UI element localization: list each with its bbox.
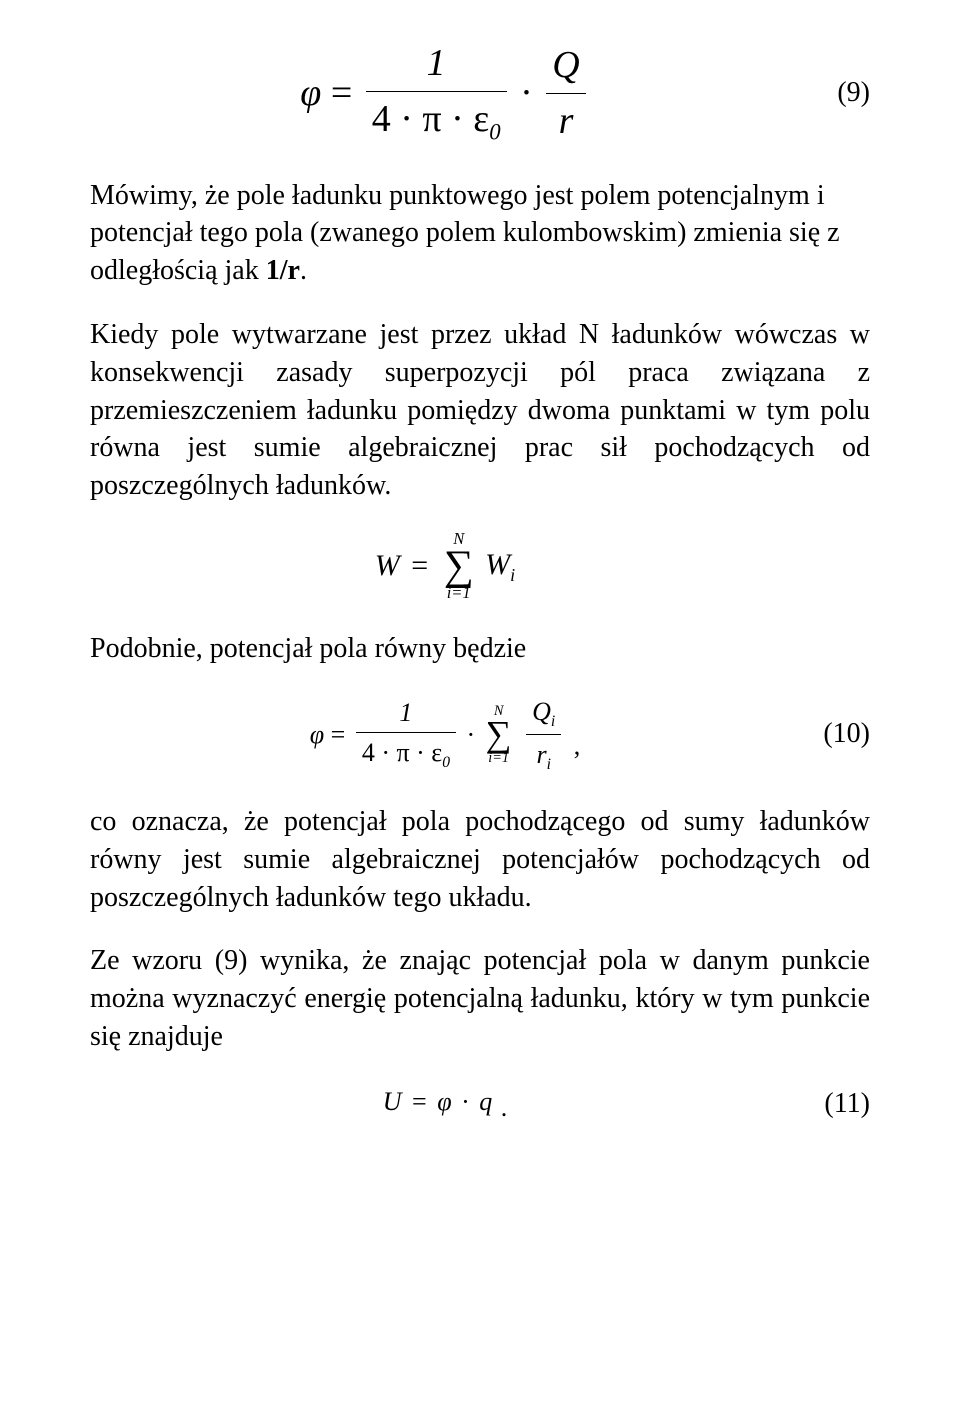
equation-10-label: (10) [800,715,870,753]
paragraph-5: Ze wzoru (9) wynika, że znając potencjał… [90,942,870,1055]
eq9-frac2-den: r [546,94,585,147]
eq9-frac1-num: 1 [366,38,507,92]
equation-11-row: U = φ · q . (11) [90,1082,870,1125]
equation-W-row: W = N ∑ i=1 Wi [90,531,870,602]
eq10-frac1-den-sub: 0 [442,754,450,771]
eq11-rhs1: φ [437,1084,451,1119]
eq10-trail: , [574,731,581,760]
eq10-frac2-den: ri [526,735,561,775]
eqW-equals: = [411,546,428,587]
paragraph-1-b: 1/r [266,255,300,286]
eq11-equals: = [412,1084,427,1119]
equation-W: W = N ∑ i=1 Wi [90,531,800,602]
paragraph-3: Podobnie, potencjał pola równy będzie [90,630,870,668]
eq10-frac1-den: 4 · π · ε0 [356,733,456,773]
eqW-term-sym: W [485,548,510,581]
eq10-frac1-num: 1 [356,695,456,733]
eq11-rhs2: q [479,1084,492,1119]
eq11-lhs: U [383,1084,402,1119]
paragraph-4: co oznacza, że potencjał pola pochodzące… [90,803,870,916]
equation-10: φ = 1 4 · π · ε0 · N ∑ i=1 Qi ri , [90,694,800,775]
eq9-lhs: φ [300,68,321,119]
eq10-dot: · [466,717,475,752]
eq9-frac2-num: Q [546,40,585,94]
eq10-frac2-num: Qi [526,694,561,735]
eq10-sum: N ∑ i=1 [486,704,512,765]
paragraph-1: Mówimy, że pole ładunku punktowego jest … [90,177,870,290]
eqW-term-sub: i [510,565,515,585]
eq10-frac2-num-sub: i [551,713,555,730]
eqW-sum-bot: i=1 [444,585,474,602]
paragraph-2: Kiedy pole wytwarzane jest przez układ N… [90,316,870,505]
paragraph-1-c: . [300,255,307,286]
eq9-frac1-den-sub: 0 [489,120,500,145]
paragraph-1-a: Mówimy, że pole ładunku punktowego jest … [90,180,840,287]
eq10-frac1: 1 4 · π · ε0 [356,695,456,773]
eq10-frac2-den-sym: r [536,740,546,769]
equation-10-row: φ = 1 4 · π · ε0 · N ∑ i=1 Qi ri , (10) [90,694,870,775]
eqW-lhs: W [375,546,400,587]
equation-11: U = φ · q . [90,1082,800,1125]
eq9-frac1-den: 4 · π · ε0 [366,92,507,148]
eq9-equals: = [331,68,352,119]
eq10-equals: = [331,717,346,752]
equation-9-label: (9) [800,74,870,112]
eq10-frac2-num-sym: Q [532,697,551,726]
eq9-frac1: 1 4 · π · ε0 [366,38,507,149]
eqW-sigma: ∑ [444,548,474,586]
eq11-dot: · [461,1084,470,1119]
eq11-trail: . [501,1093,508,1122]
equation-9: φ = 1 4 · π · ε0 · Q r [90,38,800,149]
eq9-frac2: Q r [546,40,585,148]
eq10-sum-bot: i=1 [486,751,512,765]
eq10-frac1-den-pre: 4 · π · ε [362,738,442,767]
eq10-frac2-den-sub: i [547,756,551,773]
eq10-lhs: φ [310,717,324,752]
eq10-frac2: Qi ri [526,694,561,775]
equation-9-row: φ = 1 4 · π · ε0 · Q r (9) [90,38,870,149]
eq9-frac1-den-pre: 4 · π · ε [372,98,489,140]
eqW-term: Wi [485,545,515,587]
equation-11-label: (11) [800,1085,870,1123]
eq9-dot: · [520,68,533,119]
eqW-sum: N ∑ i=1 [444,531,474,602]
eq10-sigma: ∑ [486,718,512,751]
